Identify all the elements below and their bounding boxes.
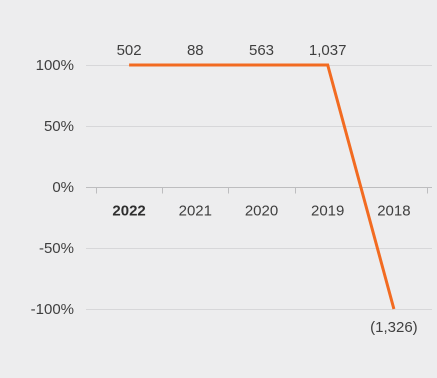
x-tick-label: 2020	[245, 203, 278, 220]
x-axis	[86, 187, 432, 194]
data-labels: 502 88 563 1,037 (1,326)	[117, 42, 418, 336]
data-label: (1,326)	[370, 319, 418, 336]
y-tick-label: 100%	[36, 57, 74, 74]
data-label: 502	[117, 42, 142, 59]
y-tick-label: 50%	[44, 118, 74, 135]
x-tick-label: 2018	[377, 203, 410, 220]
x-axis-tick-labels: 2022 2021 2020 2019 2018	[112, 203, 410, 220]
x-tick-label: 2022	[112, 203, 145, 220]
data-label: 88	[187, 42, 204, 59]
series-layer	[129, 63, 396, 310]
x-tick-label: 2021	[179, 203, 212, 220]
data-label: 1,037	[309, 42, 347, 59]
y-tick-label: -100%	[31, 301, 74, 318]
data-label: 563	[249, 42, 274, 59]
series-line	[129, 63, 396, 310]
x-tick-label: 2019	[311, 203, 344, 220]
y-axis-tick-labels: 100% 50% 0% -50% -100%	[31, 57, 74, 318]
y-tick-label: 0%	[52, 179, 74, 196]
y-tick-label: -50%	[39, 240, 74, 257]
